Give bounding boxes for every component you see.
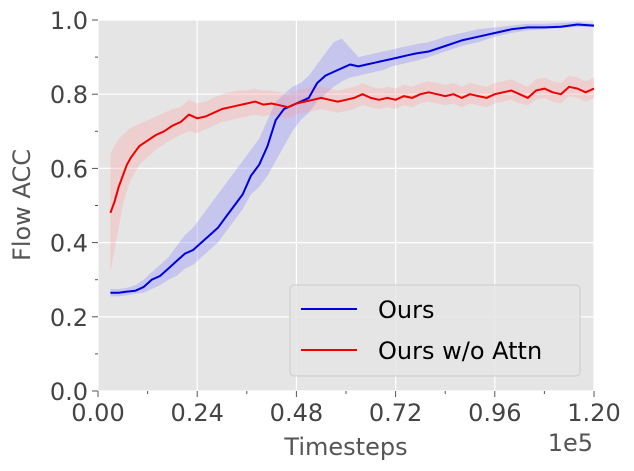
- y-tick-label: 0.2: [50, 304, 88, 332]
- x-axis-scale-label: 1e5: [548, 429, 593, 457]
- x-tick-label: 0.96: [468, 399, 521, 427]
- legend-box: [289, 284, 581, 377]
- y-tick-label: 0.6: [50, 155, 88, 183]
- y-tick-label: 0.4: [50, 230, 88, 258]
- y-axis-label: Flow ACC: [8, 149, 36, 261]
- band-ours-w-o-attn: [110, 75, 595, 273]
- x-tick-label: 0.48: [270, 399, 323, 427]
- band-ours: [110, 21, 595, 297]
- series-lines: [109, 23, 595, 294]
- legend-entry-ours-wo-attn: Ours w/o Attn: [378, 337, 542, 365]
- x-axis-ticks: 0.00 0.24 0.48 0.72 0.96 1.20: [71, 391, 621, 427]
- grid: [97, 19, 595, 392]
- line-ours: [110, 23, 595, 294]
- confidence-bands: [110, 21, 595, 297]
- line-ours-w-o-attn: [109, 85, 595, 214]
- x-tick-label: 0.24: [170, 399, 223, 427]
- legend: Ours Ours w/o Attn: [289, 284, 581, 377]
- y-tick-label: 0.0: [50, 378, 88, 406]
- legend-entry-ours: Ours: [378, 296, 434, 324]
- x-tick-label: 1.20: [567, 399, 620, 427]
- y-axis-ticks: 0.0 0.2 0.4 0.6 0.8 1.0: [50, 7, 98, 406]
- x-tick-label: 0.72: [369, 399, 422, 427]
- x-tick-label: 0.00: [71, 399, 124, 427]
- y-tick-label: 1.0: [50, 7, 88, 35]
- x-axis-label: Timesteps: [283, 433, 407, 461]
- y-tick-label: 0.8: [50, 81, 88, 109]
